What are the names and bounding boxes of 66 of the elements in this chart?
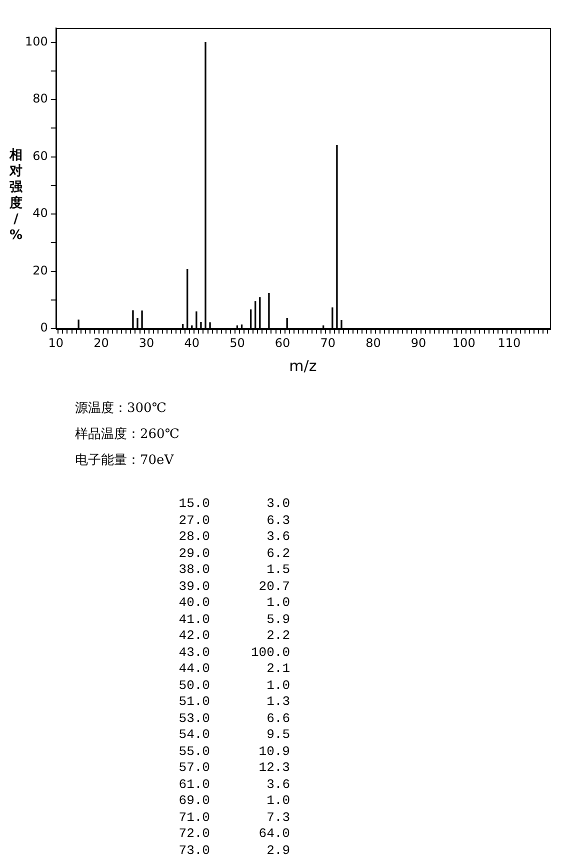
x-tick-label: 80 — [366, 336, 381, 350]
text: 10.9 — [258, 744, 290, 758]
category-label: 53.0 — [178, 710, 210, 727]
text: 1.5 — [266, 562, 290, 577]
category-label: 42.0 — [178, 628, 210, 644]
category-label: 41.0 — [178, 612, 210, 628]
x-axis-title: m/z — [289, 356, 317, 375]
category-label: 38.0 — [178, 562, 210, 578]
x-tick-label: 10 — [48, 336, 64, 350]
x-tick-label: 40 — [184, 336, 200, 350]
text: 3.0 — [266, 496, 290, 511]
text: 100.0 — [250, 644, 290, 660]
x-tick-label: 20 — [94, 336, 109, 350]
x-tick-label: 50 — [230, 336, 245, 350]
text: 源温度：300℃ — [75, 400, 168, 418]
category-label: 50.0 — [178, 678, 210, 694]
text: 3.6 — [266, 529, 290, 544]
category-label: 73.0 — [178, 842, 210, 859]
y-tick-label: 20 — [32, 263, 48, 278]
text: 2.2 — [266, 628, 290, 643]
category-label: 43.0 — [178, 644, 210, 661]
category-label: 29.0 — [178, 546, 210, 562]
category-label: 55.0 — [178, 744, 210, 760]
x-tick-label: 90 — [410, 336, 426, 350]
text: 1.0 — [266, 793, 290, 808]
y-tick-label: 100 — [25, 34, 48, 48]
text: 64.0 — [258, 826, 290, 841]
text: 20.7 — [258, 578, 290, 594]
text: 5.9 — [266, 612, 290, 626]
category-label: 15.0 — [178, 496, 210, 512]
category-label: 28.0 — [178, 529, 210, 546]
y-tick-label: 60 — [32, 148, 48, 163]
x-tick-label: 100 — [452, 336, 476, 350]
category-label: 71.0 — [178, 810, 210, 826]
text: 3.6 — [266, 776, 290, 792]
text: 6.2 — [266, 546, 290, 560]
text: 9.5 — [266, 727, 290, 742]
x-tick-label: 60 — [274, 336, 290, 350]
category-label: 69.0 — [178, 793, 210, 810]
category-label: 44.0 — [178, 661, 210, 678]
category-label: 72.0 — [178, 826, 210, 842]
text: 2.9 — [266, 842, 290, 858]
x-tick-label: 110 — [498, 336, 521, 350]
category-label: 57.0 — [178, 760, 210, 776]
text: 1.0 — [266, 595, 290, 610]
y-axis-title: 相对强度/% — [8, 148, 24, 244]
category-label: 40.0 — [178, 595, 210, 612]
text: 6.6 — [266, 710, 290, 726]
text: 6.3 — [266, 512, 290, 528]
y-tick-label: 40 — [32, 206, 48, 220]
text: 电子能量：70eV — [75, 452, 175, 470]
category-label: 39.0 — [178, 578, 210, 595]
y-tick-label: 80 — [32, 92, 48, 106]
text: 1.3 — [266, 694, 290, 709]
category-label: 54.0 — [178, 727, 210, 744]
text: 样品温度：260℃ — [75, 426, 180, 444]
text: 12.3 — [258, 760, 290, 775]
text: 1.0 — [266, 678, 290, 692]
category-label: 51.0 — [178, 694, 210, 710]
text: 7.3 — [266, 810, 290, 824]
y-tick-label: 0 — [40, 320, 48, 335]
x-tick-label: 70 — [320, 336, 336, 350]
category-label: 27.0 — [178, 512, 210, 529]
text: 2.1 — [266, 661, 290, 676]
x-tick-label: 30 — [138, 336, 154, 350]
category-label: 61.0 — [178, 776, 210, 793]
